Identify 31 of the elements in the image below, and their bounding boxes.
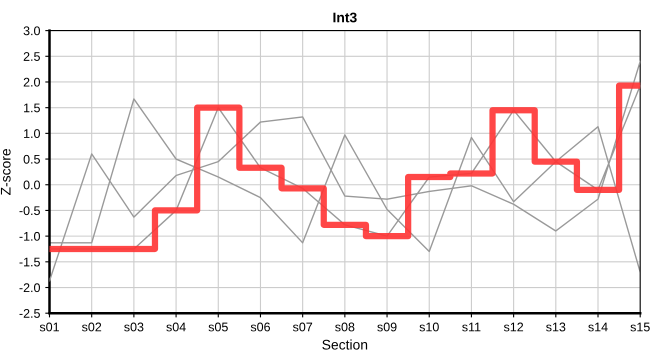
line-series [50, 60, 640, 282]
x-tick-label: s13 [546, 322, 566, 332]
chart-title: Int3 [333, 12, 357, 22]
x-tick-label: s10 [420, 322, 439, 332]
y-tick-label: 2.0 [24, 78, 40, 87]
x-tick-label: s06 [250, 322, 270, 332]
x-tick-label: s03 [124, 322, 144, 332]
y-tick-label: 2.5 [24, 52, 40, 61]
y-tick-label: 1.0 [24, 129, 40, 138]
x-tick-label: s05 [208, 322, 228, 332]
y-tick-label: 0.0 [24, 180, 40, 190]
x-tick-label: s11 [462, 322, 480, 332]
x-tick-label: s14 [588, 322, 608, 332]
y-tick-label: 0.5 [24, 154, 40, 164]
y-tick-label: -2.5 [19, 309, 40, 318]
x-tick-label: s07 [292, 322, 312, 332]
x-tick-label: s12 [504, 322, 524, 332]
y-tick-label: -0.5 [19, 206, 40, 216]
x-tick-label: s15 [630, 322, 650, 332]
y-tick-label: 3.0 [24, 26, 40, 36]
y-tick-label: -1.5 [19, 258, 40, 266]
x-tick-label: s08 [335, 322, 354, 332]
x-tick-label: s09 [377, 322, 397, 332]
x-tick-label: s04 [166, 322, 186, 332]
x-tick-label: s02 [82, 322, 102, 332]
x-tick-label: s01 [40, 322, 59, 332]
y-tick-label: 1.5 [24, 104, 40, 112]
y-tick-label: -1.0 [19, 232, 40, 241]
x-axis-title: Section [322, 339, 368, 350]
y-axis-title: Z-score [0, 148, 11, 195]
y-tick-label: -2.0 [19, 283, 40, 292]
